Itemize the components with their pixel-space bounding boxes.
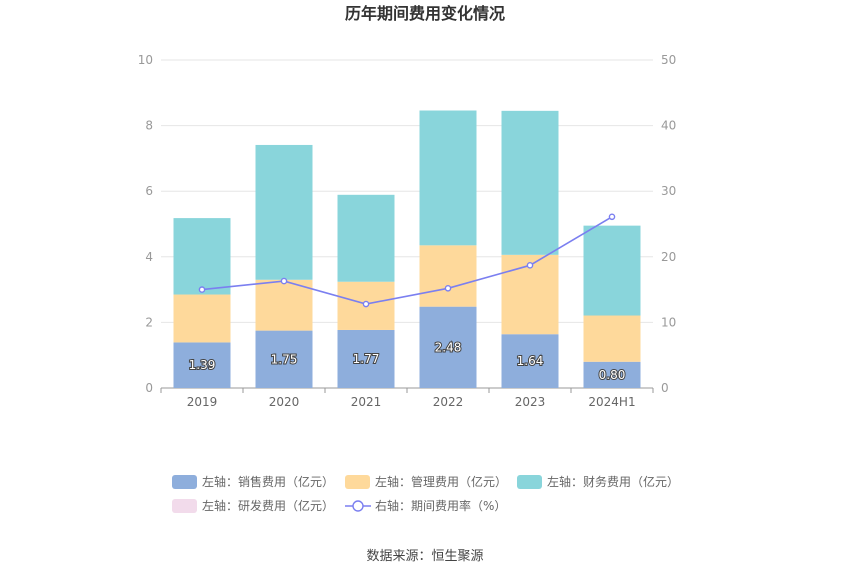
- bar-series: [173, 110, 641, 388]
- legend-marker-icon: [352, 500, 364, 512]
- bar-segment: [173, 218, 231, 295]
- right-axis-tick-label: 10: [661, 315, 676, 329]
- data-source: 数据来源：恒生聚源: [366, 549, 483, 564]
- x-axis-category-label: 2019: [187, 395, 218, 409]
- right-axis-tick-label: 0: [661, 381, 669, 395]
- bar-segment: [501, 334, 559, 388]
- left-axis-tick-label: 2: [145, 315, 153, 329]
- x-axis-category-label: 2024H1: [588, 395, 635, 409]
- left-axis-tick-label: 10: [138, 53, 153, 67]
- rate-point: [526, 262, 534, 269]
- bar-segment: [337, 194, 395, 282]
- right-axis-tick-label: 50: [661, 53, 676, 67]
- legend-item-label: 左轴：财务费用（亿元）: [547, 474, 679, 489]
- bar-data-label: 1.39: [189, 358, 216, 372]
- bar-segment: [173, 342, 231, 388]
- data-labels: 1.39 1.75 1.77 2.48 1.64 0.80: [188, 339, 627, 383]
- bar-data-label: 1.64: [517, 354, 544, 368]
- bar-segment: [173, 294, 231, 343]
- legend-swatch-icon: [172, 475, 197, 489]
- rate-point: [362, 300, 370, 308]
- legend-item-label: 左轴：研发费用（亿元）: [202, 498, 334, 513]
- left-axis-tick-label: 8: [145, 119, 153, 133]
- rate-point: [608, 213, 616, 221]
- axes: 0 2 4 6 8 10 0 10 20 30 40 50 2019 2020 2021 2022 2023 20…: [138, 53, 677, 409]
- right-axis-tick-label: 40: [661, 119, 676, 133]
- bar-segment: [501, 110, 559, 255]
- legend: 左轴：销售费用（亿元） 左轴：管理费用（亿元） 左轴：财务费用（亿元） 左轴：研发费用…: [172, 474, 679, 513]
- bar-data-label: 2.48: [435, 340, 462, 354]
- x-axis-category-label: 2023: [515, 395, 546, 409]
- chart-title: 历年期间费用变化情况: [345, 4, 505, 23]
- x-axis-category-label: 2022: [433, 395, 464, 409]
- legend-item-label: 右轴：期间费用率（%）: [375, 498, 506, 513]
- rate-line: [201, 216, 613, 305]
- x-axis-category-label: 2020: [269, 395, 300, 409]
- bar-data-label: 1.77: [353, 352, 380, 366]
- bar-segment: [583, 225, 641, 316]
- bar-segment: [255, 279, 313, 331]
- bar-data-label: 1.75: [271, 352, 298, 366]
- line-series: [198, 213, 616, 308]
- rate-point: [198, 286, 206, 293]
- x-axis-category-label: 2021: [351, 395, 382, 409]
- bar-segment: [419, 245, 477, 307]
- legend-swatch-icon: [517, 475, 542, 489]
- right-axis-tick-label: 30: [661, 184, 676, 198]
- legend-swatch-icon: [345, 475, 370, 489]
- right-axis-tick-label: 20: [661, 250, 676, 264]
- left-axis-tick-label: 6: [145, 184, 153, 198]
- legend-item-label: 左轴：管理费用（亿元）: [375, 474, 507, 489]
- bar-segment: [419, 110, 477, 246]
- grid-lines: [161, 59, 653, 323]
- rate-point: [444, 284, 452, 292]
- legend-item-label: 左轴：销售费用（亿元）: [202, 474, 334, 489]
- legend-swatch-icon: [172, 499, 197, 513]
- left-axis-tick-label: 0: [145, 381, 153, 395]
- bar-segment: [583, 361, 641, 388]
- left-axis-tick-label: 4: [145, 250, 153, 264]
- bar-segment: [419, 306, 477, 388]
- bar-segment: [583, 315, 641, 362]
- bar-segment: [337, 329, 395, 388]
- bar-segment: [255, 330, 313, 388]
- bar-data-label: 0.80: [599, 368, 626, 382]
- bar-segment: [255, 144, 313, 280]
- rate-point: [280, 277, 288, 285]
